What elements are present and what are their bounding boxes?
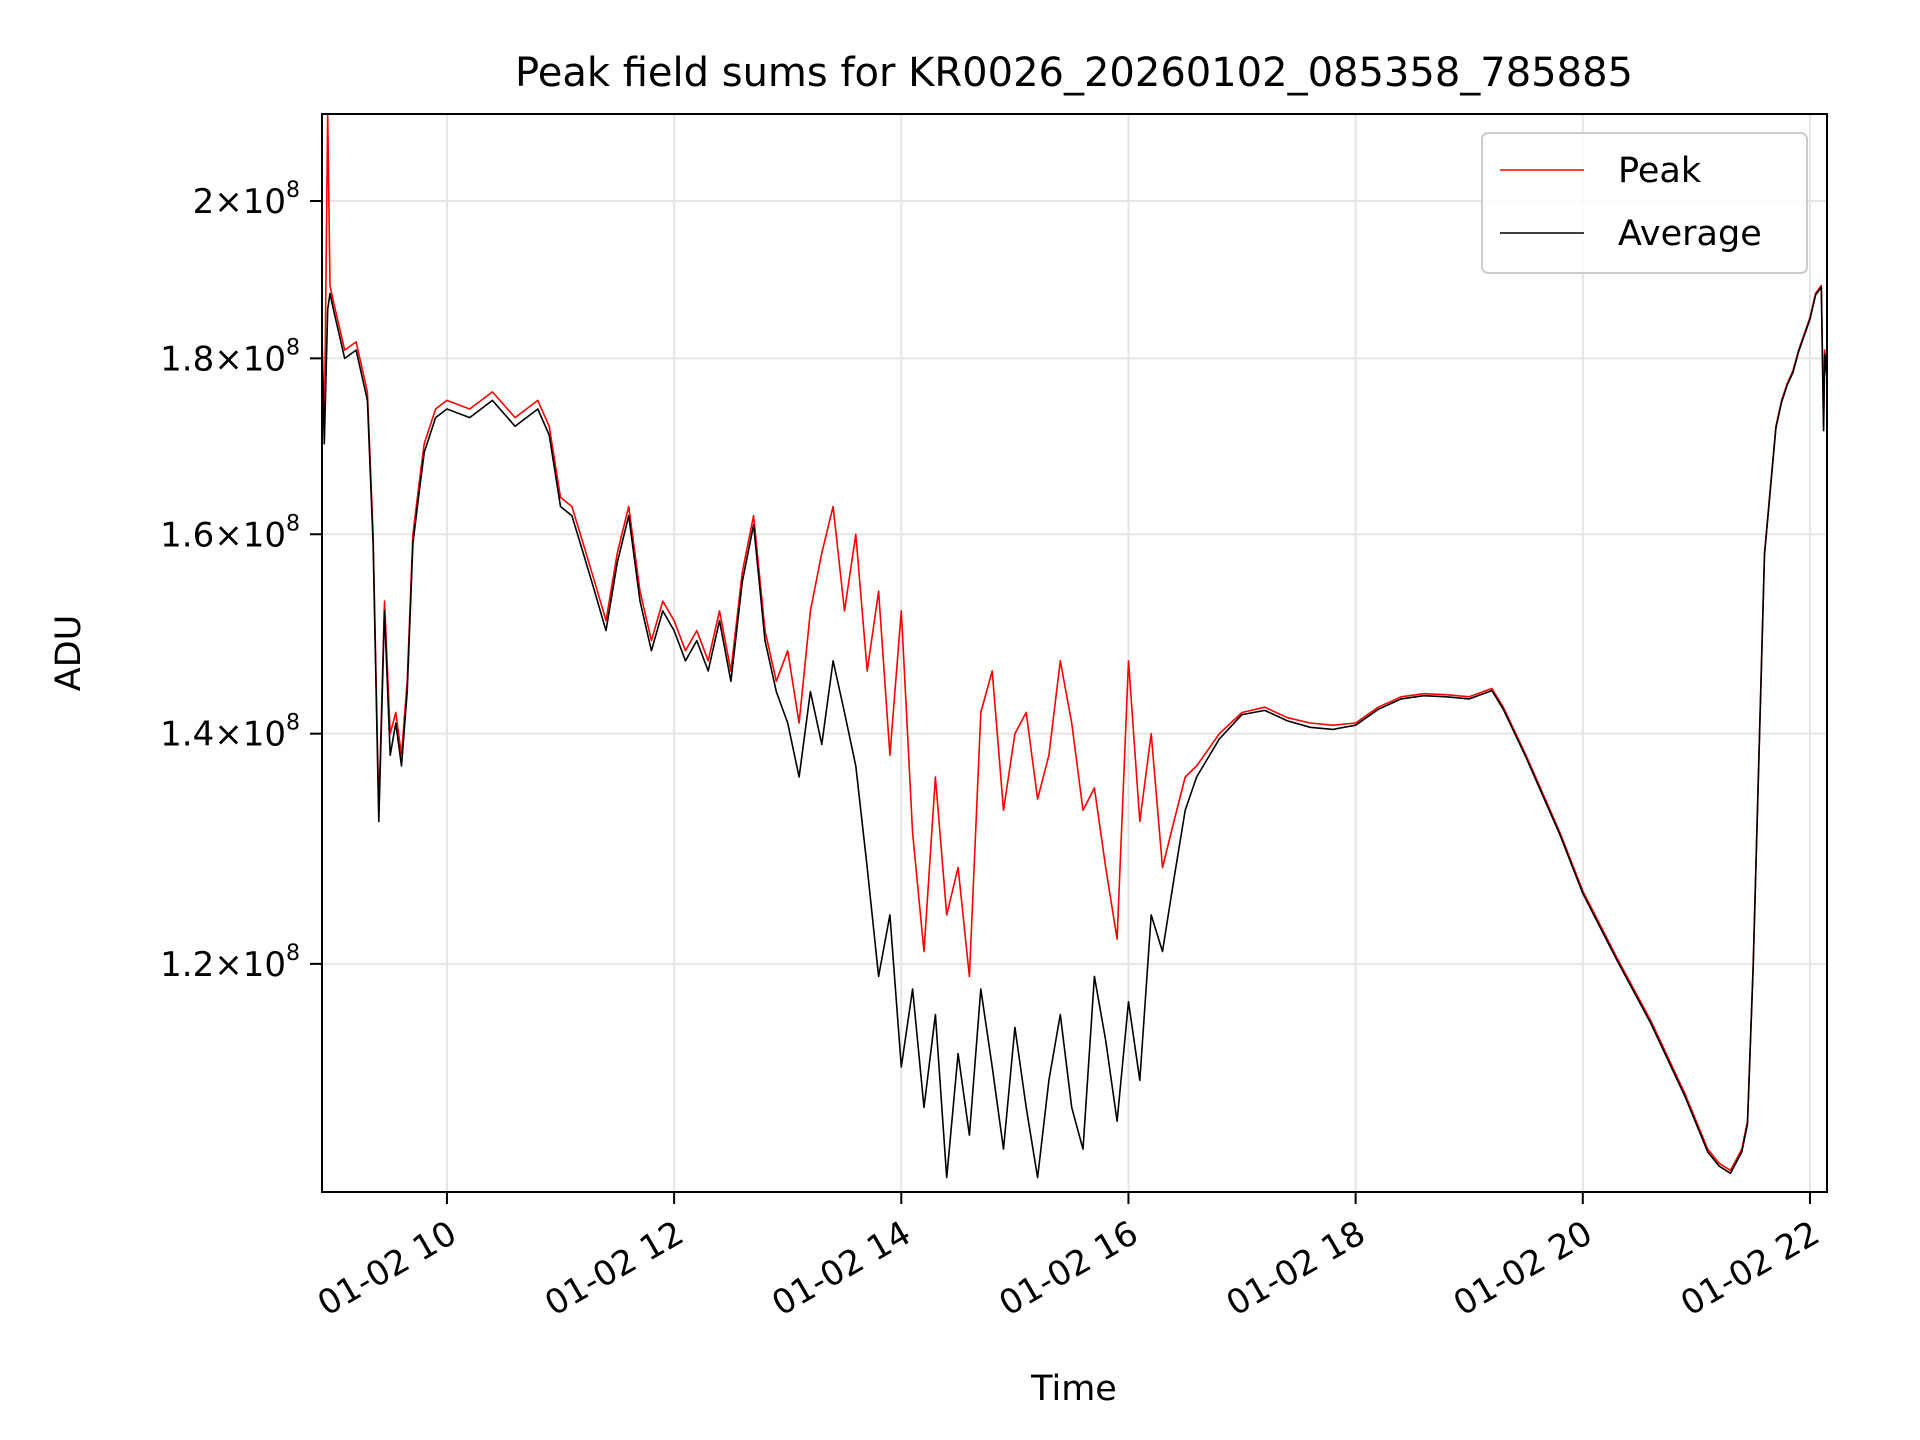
series-line-peak <box>322 114 1827 1172</box>
x-axis-label: Time <box>1030 1369 1117 1409</box>
y-tick-label: 1.2×108 <box>160 941 300 985</box>
y-tick-mantissa: 1.2 <box>160 945 214 985</box>
y-tick-mantissa: 2 <box>193 182 215 222</box>
y-tick-exponent: 8 <box>286 711 300 736</box>
series-line-average <box>322 286 1827 1179</box>
chart-title: Peak field sums for KR0026_20260102_0853… <box>515 50 1633 96</box>
y-axis-label: ADU <box>49 615 89 692</box>
y-tick-mantissa: 1.6 <box>160 515 214 555</box>
series-group <box>322 114 1827 1179</box>
legend-box <box>1481 132 1808 274</box>
y-tick-exponent: 8 <box>286 335 300 360</box>
y-tick-mantissa: 1.8 <box>160 339 214 379</box>
y-tick-exponent: 8 <box>286 511 300 536</box>
y-axis-ticks: 1.2×108 1.4×108 1.6×108 1.8×108 2×108 <box>160 178 322 985</box>
y-tick-label: 1.4×108 <box>160 711 300 755</box>
legend: Peak Average <box>1481 132 1808 274</box>
y-tick-label: 1.8×108 <box>160 335 300 379</box>
gridlines <box>322 114 1827 1192</box>
plot-area <box>322 114 1827 1192</box>
legend-label-peak: Peak <box>1618 151 1702 191</box>
plot-frame <box>321 113 1828 1193</box>
y-tick-mantissa: 1.4 <box>160 715 214 755</box>
y-tick-label: 2×108 <box>193 178 300 222</box>
legend-label-average: Average <box>1618 214 1762 254</box>
y-tick-exponent: 8 <box>286 178 300 203</box>
y-tick-label: 1.6×108 <box>160 511 300 555</box>
y-tick-exponent: 8 <box>286 941 300 966</box>
